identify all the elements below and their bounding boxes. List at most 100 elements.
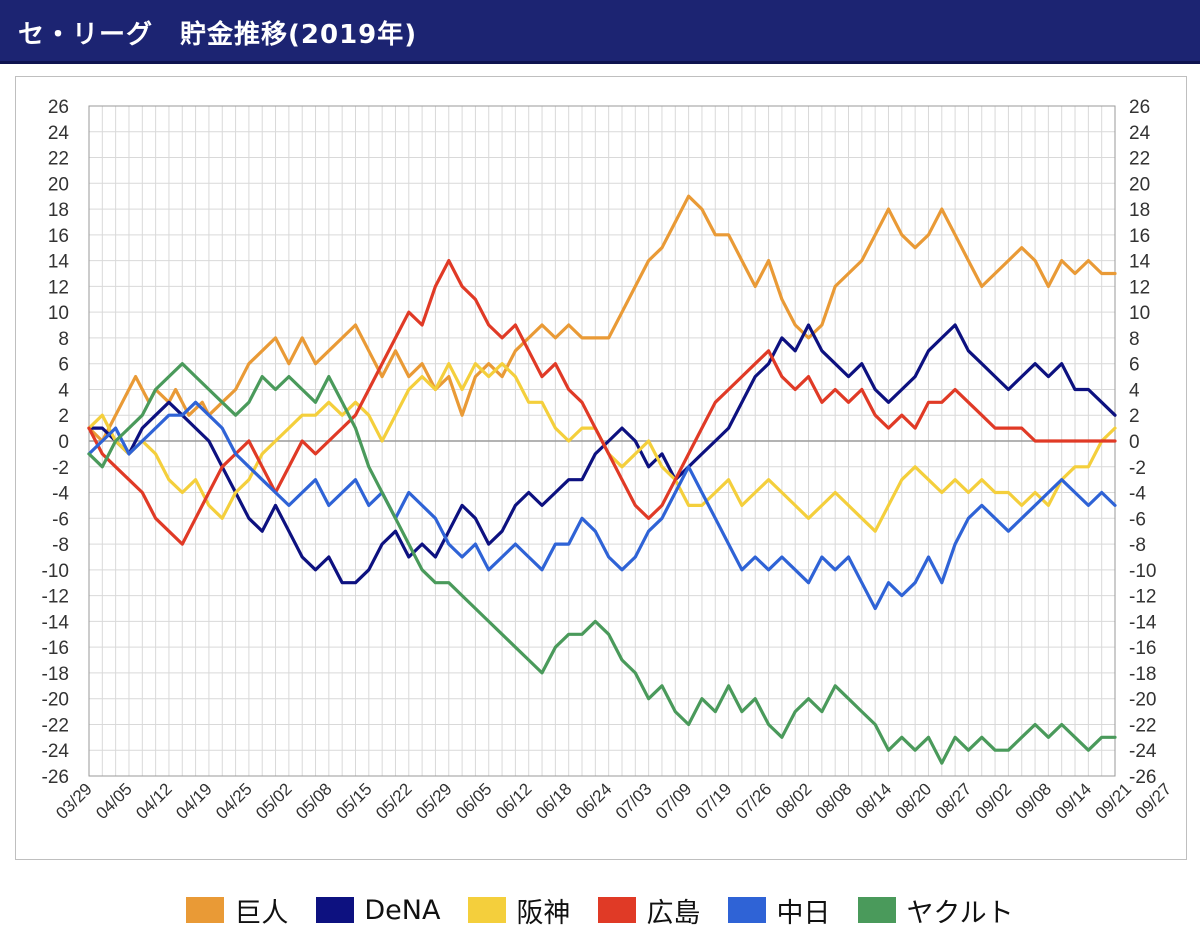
series-line xyxy=(87,194,1117,443)
x-tick-label: 09/02 xyxy=(972,779,1016,823)
legend-swatch xyxy=(316,897,355,923)
y-tick-label-right: -26 xyxy=(1129,767,1156,788)
y-tick-label-left: 14 xyxy=(48,252,70,273)
y-tick-label-right: -14 xyxy=(1129,612,1157,633)
y-tick-label-left: -8 xyxy=(52,535,69,556)
x-tick-label: 04/05 xyxy=(92,779,136,823)
y-tick-label-right: -16 xyxy=(1129,638,1156,659)
y-tick-label-right: -12 xyxy=(1129,587,1156,608)
y-tick-label-left: -22 xyxy=(42,715,69,736)
x-tick-label: 08/02 xyxy=(772,779,816,823)
x-tick-label: 06/24 xyxy=(572,779,616,823)
series-line xyxy=(87,362,1117,765)
x-tick-label: 09/08 xyxy=(1012,779,1056,823)
y-tick-label-left: 12 xyxy=(48,277,69,298)
y-tick-label-right: -4 xyxy=(1129,484,1146,505)
legend-swatch xyxy=(186,897,225,923)
y-tick-label-left: 22 xyxy=(48,149,69,170)
legend-label: 広島 xyxy=(646,897,701,929)
y-tick-label-right: 16 xyxy=(1129,226,1150,247)
legend-item-yakult: ヤクルト xyxy=(858,891,1014,930)
y-tick-label-left: -2 xyxy=(52,458,69,479)
y-tick-label-left: -10 xyxy=(42,561,69,582)
legend-item-dena: DeNA xyxy=(316,895,440,926)
series-line xyxy=(87,400,1117,611)
title-bar: セ・リーグ 貯金推移(2019年) xyxy=(0,0,1200,64)
x-tick-label: 07/03 xyxy=(612,779,656,823)
y-tick-label-left: 2 xyxy=(58,406,69,427)
legend-swatch xyxy=(728,897,767,923)
legend-swatch xyxy=(468,897,507,923)
x-tick-label: 05/08 xyxy=(292,779,336,823)
legend-item-hanshin: 阪神 xyxy=(468,891,570,930)
y-tick-label-left: -4 xyxy=(52,484,69,505)
y-tick-label-right: 18 xyxy=(1129,200,1150,221)
legend-label: 中日 xyxy=(776,897,831,929)
x-tick-label: 04/12 xyxy=(132,779,176,823)
y-tick-label-right: 22 xyxy=(1129,149,1150,170)
y-tick-label-right: -10 xyxy=(1129,561,1156,582)
legend-label: 阪神 xyxy=(516,897,571,929)
x-tick-label: 07/19 xyxy=(692,779,736,823)
y-tick-label-right: -18 xyxy=(1129,664,1156,685)
y-tick-label-right: 0 xyxy=(1129,432,1140,453)
chart-legend: 巨人 DeNA 阪神 広島 中日 ヤクルト xyxy=(0,885,1200,935)
y-tick-label-right: 14 xyxy=(1129,252,1151,273)
y-tick-label-right: 12 xyxy=(1129,277,1150,298)
x-tick-label: 05/02 xyxy=(252,779,296,823)
x-tick-label: 08/14 xyxy=(852,779,896,823)
x-tick-label: 08/20 xyxy=(892,779,936,823)
y-tick-label-left: 20 xyxy=(48,174,69,195)
legend-swatch xyxy=(598,897,637,923)
y-tick-label-right: -6 xyxy=(1129,509,1146,530)
y-tick-label-left: 0 xyxy=(58,432,69,453)
x-tick-label: 07/09 xyxy=(652,779,696,823)
y-tick-label-left: 10 xyxy=(48,303,69,324)
y-tick-label-left: -24 xyxy=(42,741,70,762)
x-tick-label: 08/27 xyxy=(932,779,976,823)
x-tick-label: 06/05 xyxy=(452,779,496,823)
y-tick-label-left: -20 xyxy=(42,690,69,711)
series-line xyxy=(87,259,1117,546)
y-tick-label-left: 24 xyxy=(48,123,70,144)
x-tick-label: 04/25 xyxy=(212,779,256,823)
y-tick-label-left: 8 xyxy=(58,329,69,350)
y-tick-label-right: -8 xyxy=(1129,535,1146,556)
y-tick-label-right: -2 xyxy=(1129,458,1146,479)
y-tick-label-left: 18 xyxy=(48,200,69,221)
y-tick-label-left: -26 xyxy=(42,767,69,788)
x-tick-label: 08/08 xyxy=(812,779,856,823)
y-tick-label-right: 6 xyxy=(1129,355,1140,376)
legend-item-chunichi: 中日 xyxy=(728,891,830,930)
legend-label: ヤクルト xyxy=(906,897,1014,929)
y-tick-label-right: 8 xyxy=(1129,329,1140,350)
y-tick-label-right: 20 xyxy=(1129,174,1150,195)
y-tick-label-left: 16 xyxy=(48,226,69,247)
x-tick-label: 06/12 xyxy=(492,779,536,823)
y-tick-label-right: -24 xyxy=(1129,741,1157,762)
y-tick-label-left: 26 xyxy=(48,97,69,118)
legend-label: DeNA xyxy=(364,894,441,926)
y-tick-label-left: -14 xyxy=(42,612,70,633)
y-tick-label-right: 4 xyxy=(1129,380,1140,401)
legend-item-giants: 巨人 xyxy=(186,891,288,930)
y-tick-label-right: 10 xyxy=(1129,303,1150,324)
y-tick-label-right: 24 xyxy=(1129,123,1151,144)
legend-swatch xyxy=(858,897,897,923)
x-tick-label: 09/14 xyxy=(1052,779,1096,823)
x-tick-label: 05/29 xyxy=(412,779,456,823)
y-tick-label-left: 4 xyxy=(58,380,69,401)
y-tick-label-left: -12 xyxy=(42,587,69,608)
y-tick-label-left: 6 xyxy=(58,355,69,376)
y-tick-label-right: 26 xyxy=(1129,97,1150,118)
x-tick-label: 07/26 xyxy=(732,779,776,823)
legend-label: 巨人 xyxy=(234,897,289,929)
x-tick-label: 05/15 xyxy=(332,779,376,823)
x-tick-label: 05/22 xyxy=(372,779,416,823)
legend-item-hiroshima: 広島 xyxy=(598,891,700,930)
y-tick-label-left: -6 xyxy=(52,509,69,530)
series-line xyxy=(87,323,1117,585)
y-tick-label-left: -16 xyxy=(42,638,69,659)
y-tick-label-right: -20 xyxy=(1129,690,1156,711)
